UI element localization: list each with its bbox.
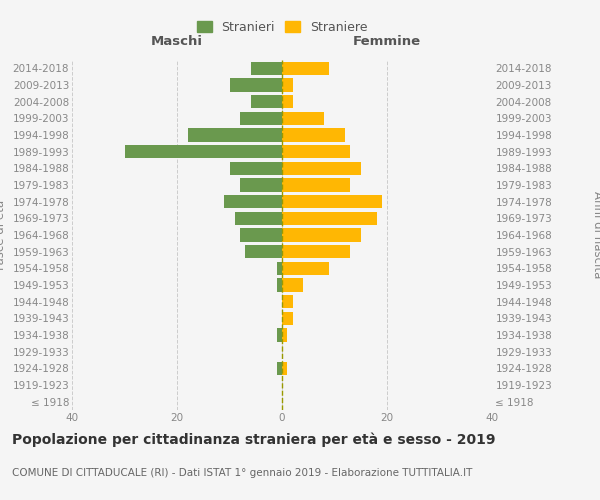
Text: Femmine: Femmine (353, 34, 421, 48)
Bar (282, 278, 303, 291)
Bar (282, 228, 361, 241)
Bar (282, 295, 293, 308)
Bar (251, 62, 282, 75)
Bar (229, 162, 282, 175)
Bar (282, 95, 293, 108)
Legend: Stranieri, Straniere: Stranieri, Straniere (193, 18, 371, 38)
Bar (187, 128, 282, 141)
Bar (282, 212, 377, 225)
Bar (282, 78, 293, 92)
Bar (282, 178, 350, 192)
Bar (224, 195, 282, 208)
Bar (282, 262, 329, 275)
Text: Maschi: Maschi (151, 34, 203, 48)
Bar (282, 312, 293, 325)
Bar (240, 228, 282, 241)
Text: Popolazione per cittadinanza straniera per età e sesso - 2019: Popolazione per cittadinanza straniera p… (12, 432, 496, 447)
Bar (125, 145, 282, 158)
Bar (282, 62, 329, 75)
Text: COMUNE DI CITTADUCALE (RI) - Dati ISTAT 1° gennaio 2019 - Elaborazione TUTTITALI: COMUNE DI CITTADUCALE (RI) - Dati ISTAT … (12, 468, 472, 477)
Bar (282, 362, 287, 375)
Text: Anni di nascita: Anni di nascita (590, 192, 600, 278)
Bar (282, 162, 361, 175)
Y-axis label: Fasce di età: Fasce di età (0, 200, 7, 270)
Bar (282, 245, 350, 258)
Bar (282, 128, 345, 141)
Bar (277, 328, 282, 342)
Bar (240, 112, 282, 125)
Bar (277, 278, 282, 291)
Bar (235, 212, 282, 225)
Bar (251, 95, 282, 108)
Bar (277, 362, 282, 375)
Bar (240, 178, 282, 192)
Bar (282, 112, 324, 125)
Bar (282, 195, 382, 208)
Bar (277, 262, 282, 275)
Bar (229, 78, 282, 92)
Bar (282, 145, 350, 158)
Bar (282, 328, 287, 342)
Bar (245, 245, 282, 258)
